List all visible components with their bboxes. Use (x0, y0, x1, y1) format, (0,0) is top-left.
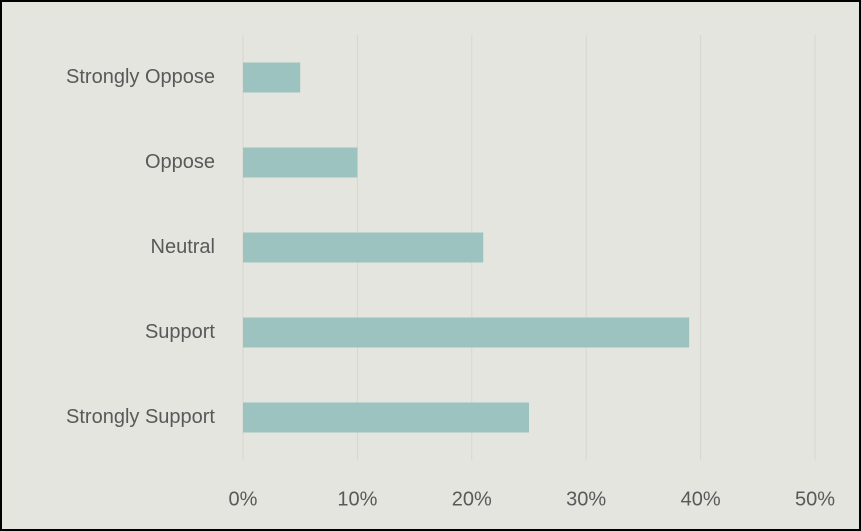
y-tick-label: Support (145, 321, 215, 343)
bar (243, 402, 529, 433)
x-tick-label: 20% (452, 488, 492, 510)
x-tick-label: 50% (795, 488, 835, 510)
y-tick-label: Strongly Support (66, 406, 215, 428)
y-tick-label: Strongly Oppose (66, 66, 215, 88)
bar (243, 62, 301, 93)
y-tick-label: Neutral (151, 236, 215, 258)
bar (243, 232, 484, 263)
x-tick-label: 10% (337, 488, 377, 510)
bar (243, 317, 690, 348)
y-tick-label: Oppose (145, 151, 215, 173)
x-tick-label: 0% (229, 488, 258, 510)
x-tick-label: 40% (681, 488, 721, 510)
x-tick-label: 30% (566, 488, 606, 510)
bar (243, 147, 358, 178)
